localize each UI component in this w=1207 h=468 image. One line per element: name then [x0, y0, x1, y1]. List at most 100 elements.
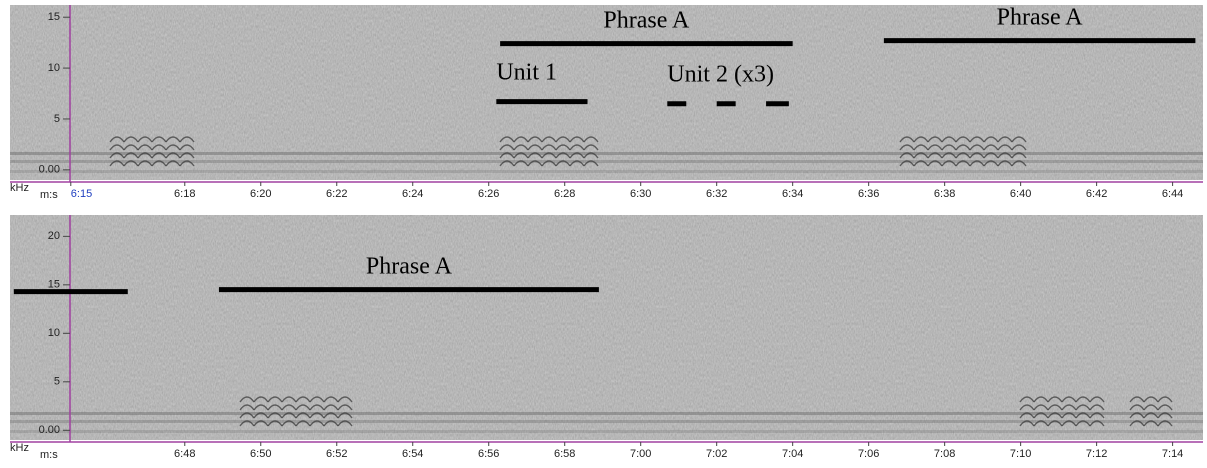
call-trace — [1129, 420, 1145, 427]
call-trace — [1157, 404, 1173, 411]
x-tick-label: 6:24 — [402, 188, 423, 200]
call-trace — [1061, 404, 1077, 411]
x-tick-label: 6:54 — [402, 448, 423, 460]
call-trace — [137, 136, 153, 143]
call-trace — [541, 136, 557, 143]
call-trace — [1047, 396, 1063, 403]
call-trace — [1075, 420, 1091, 427]
call-trace — [151, 152, 167, 159]
call-trace — [899, 160, 915, 167]
call-trace — [1089, 420, 1105, 427]
call-trace — [969, 144, 985, 151]
call-trace — [281, 412, 297, 419]
call-trace — [983, 144, 999, 151]
call-trace — [123, 160, 139, 167]
spectrogram-panel: 0.00 5 10 15 6:15 6:18 6:20 6:22 6:24 6:26 6:28 6:3… — [10, 5, 1203, 201]
call-trace — [239, 404, 255, 411]
call-trace — [295, 420, 311, 427]
call-trace — [1157, 412, 1173, 419]
call-trace — [337, 412, 353, 419]
x-tick-label: 6:50 — [250, 448, 271, 460]
call-trace — [1011, 144, 1027, 151]
call-trace — [1011, 160, 1027, 167]
call-trace — [969, 160, 985, 167]
call-trace — [267, 412, 283, 419]
x-tick-label: 6:48 — [174, 448, 195, 460]
call-trace — [337, 420, 353, 427]
call-trace — [323, 420, 339, 427]
x-tick-label: 6:40 — [1010, 188, 1031, 200]
call-trace — [913, 136, 929, 143]
call-trace — [323, 412, 339, 419]
call-trace — [179, 160, 195, 167]
call-trace — [253, 420, 269, 427]
call-trace — [997, 144, 1013, 151]
noise-band — [10, 152, 1203, 155]
y-tick-label: 15 — [48, 279, 60, 291]
call-trace — [527, 160, 543, 167]
call-trace — [955, 136, 971, 143]
x-tick-label: 6:26 — [478, 188, 499, 200]
call-trace — [941, 144, 957, 151]
x-tick-label: 6:15 — [71, 188, 92, 200]
call-trace — [997, 160, 1013, 167]
x-tick-label: 6:52 — [326, 448, 347, 460]
y-tick-label: 15 — [48, 11, 60, 23]
x-tick-label: 6:18 — [174, 188, 195, 200]
y-tick-label: 10 — [48, 62, 60, 74]
call-trace — [1011, 136, 1027, 143]
call-trace — [179, 136, 195, 143]
call-trace — [569, 144, 585, 151]
call-trace — [499, 152, 515, 159]
y-tick-label: 20 — [48, 230, 60, 242]
call-trace — [583, 152, 599, 159]
call-trace — [527, 136, 543, 143]
y-tick-label: 10 — [48, 327, 60, 339]
call-trace — [1047, 420, 1063, 427]
x-axis-label: m:s — [40, 189, 58, 201]
call-trace — [1143, 404, 1159, 411]
call-trace — [165, 144, 181, 151]
call-trace — [899, 144, 915, 151]
call-trace — [281, 404, 297, 411]
call-trace — [899, 152, 915, 159]
call-trace — [337, 404, 353, 411]
call-trace — [569, 136, 585, 143]
call-trace — [295, 396, 311, 403]
call-trace — [941, 152, 957, 159]
call-trace — [927, 160, 943, 167]
call-trace — [1019, 404, 1035, 411]
spectrogram-panel: 0.00 5 10 15 20 6:48 6:50 6:52 6:54 6:56 6:58 7:00 7… — [10, 215, 1203, 461]
call-trace — [123, 136, 139, 143]
call-trace — [913, 160, 929, 167]
call-trace — [997, 152, 1013, 159]
call-trace — [1019, 420, 1035, 427]
x-tick-label: 6:42 — [1086, 188, 1107, 200]
call-trace — [123, 152, 139, 159]
x-tick-label: 7:06 — [858, 448, 879, 460]
x-tick-label: 6:32 — [706, 188, 727, 200]
x-tick-label: 7:10 — [1010, 448, 1031, 460]
call-trace — [969, 152, 985, 159]
call-trace — [513, 136, 529, 143]
call-trace — [137, 152, 153, 159]
call-trace — [583, 136, 599, 143]
call-trace — [1033, 420, 1049, 427]
call-trace — [109, 160, 125, 167]
annotation-label: Phrase A — [603, 8, 690, 34]
call-trace — [1143, 412, 1159, 419]
x-tick-label: 7:14 — [1162, 448, 1183, 460]
call-trace — [569, 152, 585, 159]
call-trace — [151, 144, 167, 151]
call-trace — [239, 420, 255, 427]
call-trace — [1089, 404, 1105, 411]
x-tick-label: 7:12 — [1086, 448, 1107, 460]
call-trace — [1047, 412, 1063, 419]
call-trace — [1033, 404, 1049, 411]
x-tick-label: 6:22 — [326, 188, 347, 200]
call-trace — [1129, 412, 1145, 419]
call-trace — [239, 396, 255, 403]
call-trace — [1061, 412, 1077, 419]
noise-band — [10, 430, 1203, 433]
